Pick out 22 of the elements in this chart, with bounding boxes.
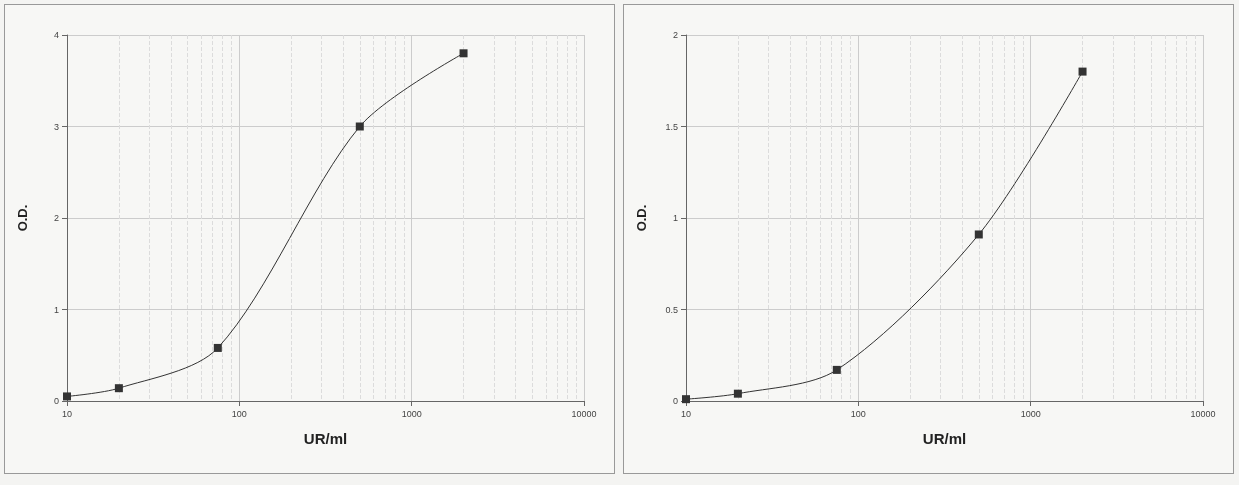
y-tick-label: 2 bbox=[672, 30, 678, 40]
x-tick-label: 10000 bbox=[1190, 408, 1216, 419]
x-tick-label: 10000 bbox=[571, 408, 597, 419]
y-tick-label: 0 bbox=[672, 396, 678, 406]
y-tick-label: 4 bbox=[53, 30, 59, 40]
y-tick-label: 2 bbox=[53, 213, 59, 223]
y-tick-label: 1.5 bbox=[665, 121, 678, 132]
x-axis-title: UR/ml bbox=[303, 430, 348, 447]
x-tick-label: 1000 bbox=[1020, 408, 1041, 419]
y-axis-title: O.D. bbox=[634, 204, 649, 232]
x-tick-label: 100 bbox=[850, 408, 866, 419]
x-tick-label: 10 bbox=[680, 408, 692, 419]
x-tick-label: 1000 bbox=[401, 408, 422, 419]
y-tick-label: 0 bbox=[53, 396, 59, 406]
x-tick-label: 10 bbox=[61, 408, 73, 419]
y-tick-label: 0.5 bbox=[665, 304, 678, 315]
y-tick-label: 1 bbox=[53, 304, 59, 315]
x-axis-title: UR/ml bbox=[922, 430, 967, 447]
y-tick-label: 1 bbox=[672, 213, 678, 223]
x-tick-label: 100 bbox=[231, 408, 247, 419]
y-axis-title: O.D. bbox=[15, 204, 30, 232]
y-tick-label: 3 bbox=[53, 121, 59, 132]
